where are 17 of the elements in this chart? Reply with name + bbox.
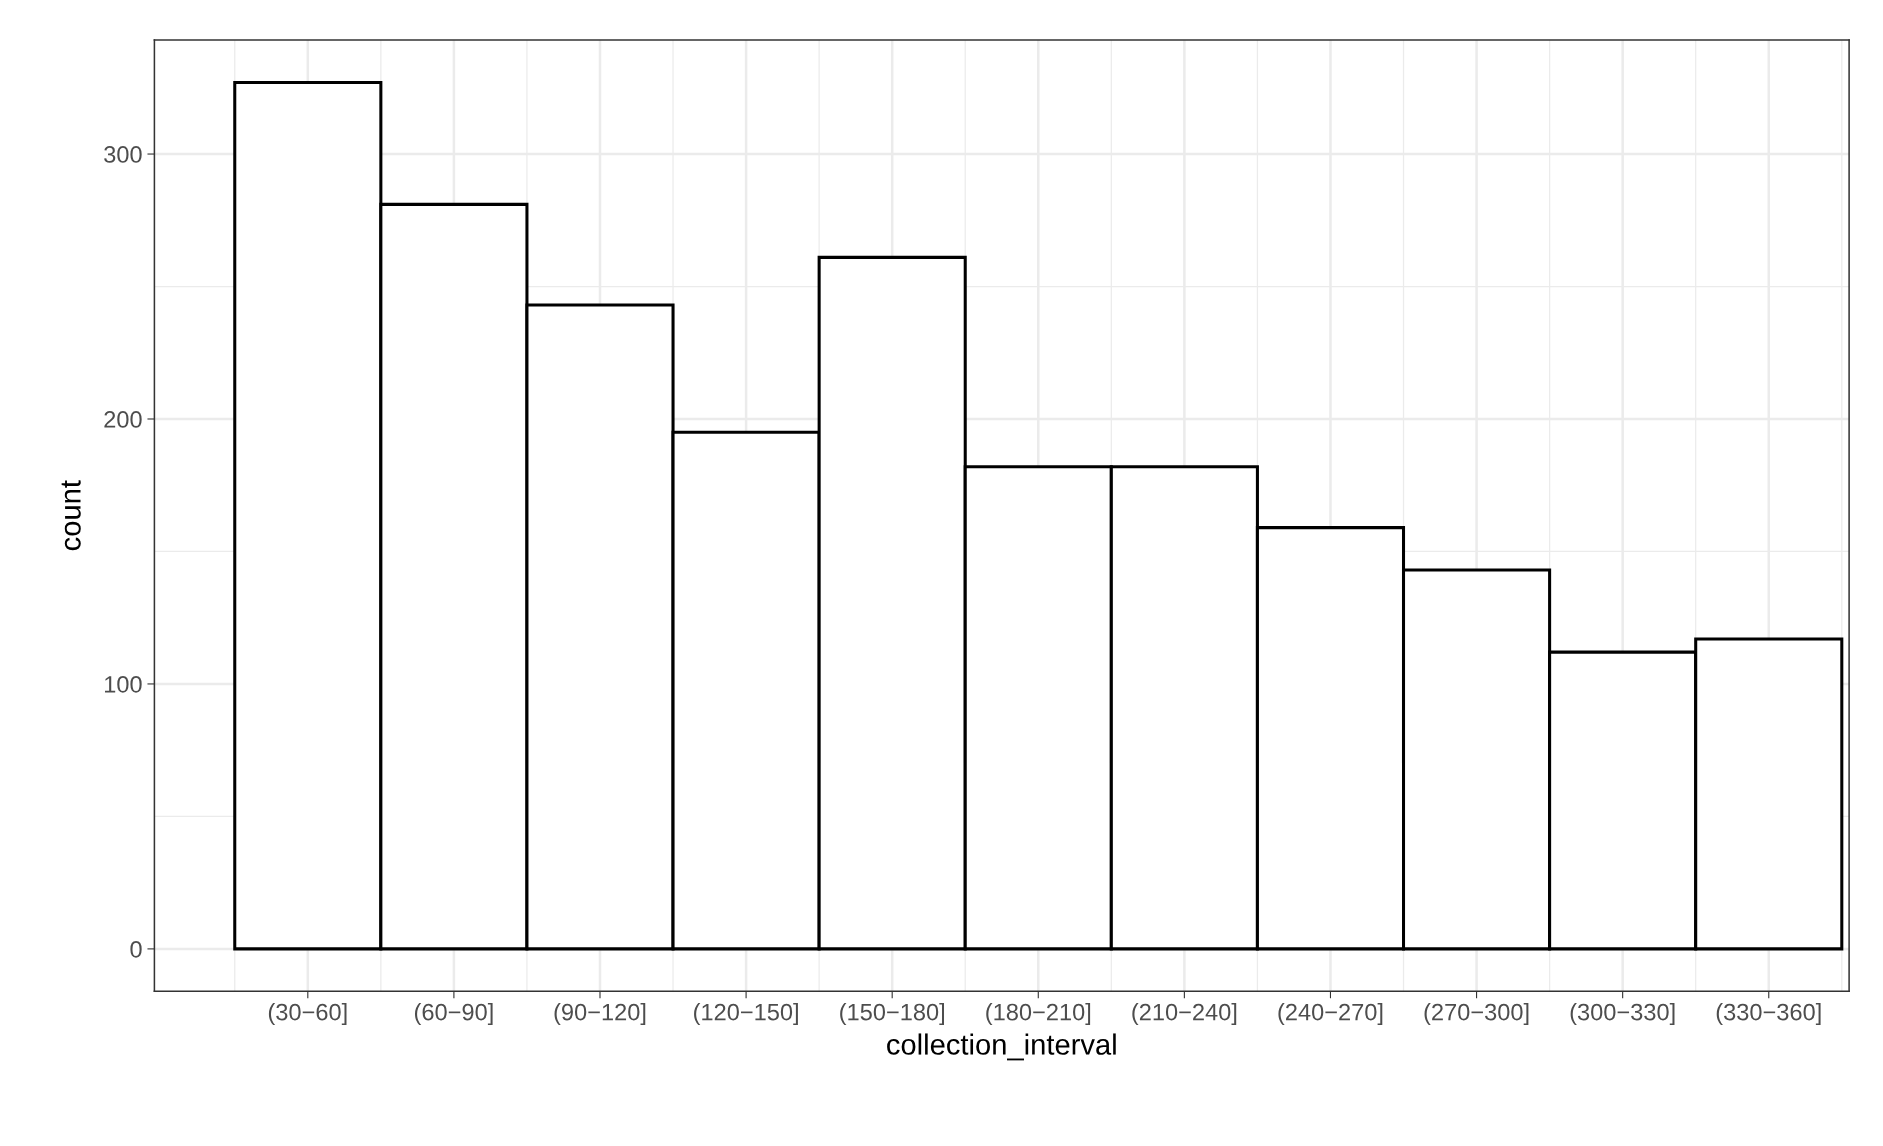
y-tick-label: 100 [105, 676, 142, 693]
y-tick-label: 300 [104, 146, 142, 163]
x-tick-label: (30−60] [268, 1003, 347, 1026]
x-tick-label: (210−240] [1132, 1003, 1237, 1026]
y-axis-title: count [61, 480, 81, 551]
x-tick-label: (240−270] [1278, 1003, 1383, 1026]
y-tick-label: 200 [104, 411, 142, 428]
x-tick-label: (180−210] [986, 1003, 1091, 1026]
y-tick-label: 0 [130, 940, 142, 958]
x-axis-title: collection_interval [887, 1033, 1116, 1061]
x-tick-label: (330−360] [1716, 1003, 1821, 1026]
x-tick-label: (120−150] [694, 1003, 798, 1026]
x-tick-label: (90−120] [554, 1003, 646, 1026]
x-tick-label: (300−330] [1570, 1003, 1675, 1026]
x-tick-label: (270−300] [1424, 1003, 1529, 1026]
x-tick-label: (60−90] [415, 1003, 493, 1026]
x-tick-label: (150−180] [840, 1003, 945, 1026]
